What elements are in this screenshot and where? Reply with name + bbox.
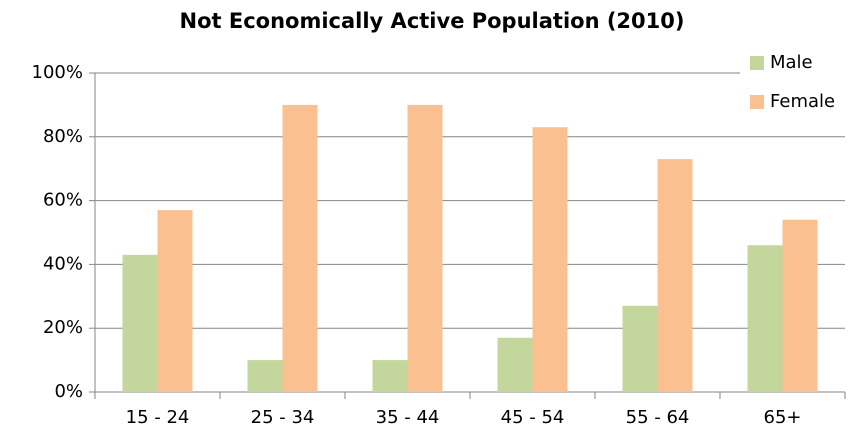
bar — [532, 127, 568, 392]
bar — [657, 159, 693, 392]
bar — [782, 219, 818, 392]
y-tick-label: 40% — [43, 253, 83, 274]
bar — [372, 360, 408, 392]
y-tick-label: 100% — [32, 62, 83, 83]
x-tick-label: 35 - 44 — [376, 407, 440, 428]
bar — [747, 245, 783, 392]
y-tick-label: 60% — [43, 190, 83, 211]
bar — [122, 254, 158, 392]
legend-label: Male — [770, 52, 813, 73]
x-tick-label: 55 - 64 — [626, 407, 690, 428]
bar — [497, 337, 533, 392]
bar — [622, 305, 658, 392]
bar — [157, 210, 193, 392]
bar — [282, 104, 318, 393]
bar — [247, 360, 283, 392]
x-tick-label: 65+ — [764, 407, 802, 428]
x-tick-label: 45 - 54 — [501, 407, 565, 428]
chart-title: Not Economically Active Population (2010… — [180, 9, 685, 33]
x-tick-label: 15 - 24 — [126, 407, 190, 428]
legend-swatch — [750, 56, 764, 70]
y-tick-label: 80% — [43, 126, 83, 147]
x-tick-label: 25 - 34 — [251, 407, 315, 428]
bar — [407, 104, 443, 393]
legend-swatch — [750, 95, 764, 109]
y-tick-label: 0% — [54, 381, 83, 402]
legend-label: Female — [770, 91, 835, 112]
y-tick-label: 20% — [43, 317, 83, 338]
